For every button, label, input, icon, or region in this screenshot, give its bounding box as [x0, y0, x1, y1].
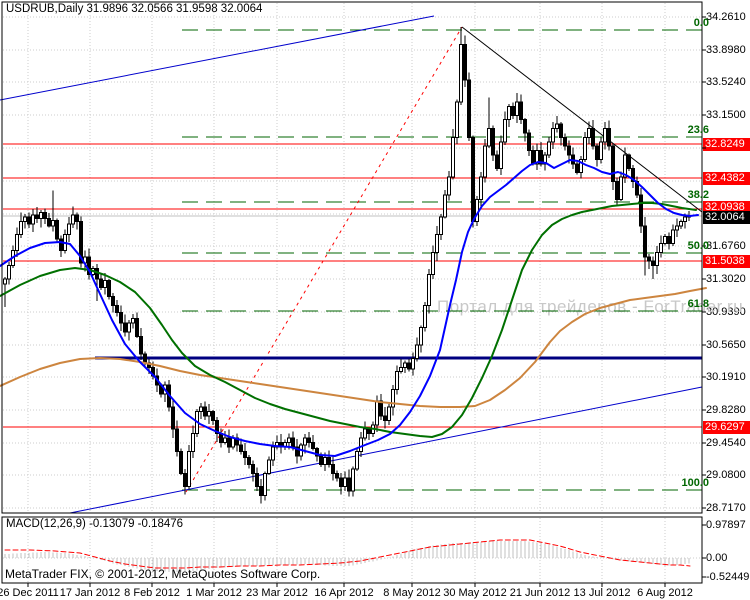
price-axis-label: 30.9390 — [706, 306, 746, 318]
date-axis-label: 1 Mar 2012 — [186, 587, 242, 599]
price-axis-label: 33.1500 — [706, 109, 746, 121]
moving-averages — [0, 159, 707, 457]
fib-level-label: 50.0 — [688, 240, 709, 252]
chart-title: USDRUB,Daily 31.9896 32.0566 31.9598 32.… — [6, 3, 263, 15]
gridlines — [3, 3, 701, 582]
fib-level-label: 38.2 — [688, 189, 709, 201]
fibonacci-labels: 0.0 23.6 38.2 50.0 61.8 100.0 — [681, 17, 709, 489]
macd-axis-label: -0.52449 — [706, 571, 750, 583]
fibonacci-retracement — [182, 26, 702, 493]
price-axis-label: 34.2610 — [706, 11, 746, 23]
macd-axis-label: 0.97897 — [706, 519, 746, 531]
price-level-badge: 32.0938 — [703, 200, 750, 214]
fib-level-label: 23.6 — [688, 124, 709, 136]
date-axis-label: 16 Apr 2012 — [314, 587, 374, 599]
date-axis-label: 13 Jul 2012 — [573, 587, 631, 599]
price-axis-label: 31.3020 — [706, 273, 746, 285]
price-axis-label: 28.7170 — [706, 502, 746, 514]
date-axis-label: 8 May 2012 — [383, 587, 441, 599]
price-level-badge: 29.6297 — [703, 420, 750, 434]
axis-ticks — [27, 16, 706, 587]
price-axis-label: 30.5650 — [706, 339, 746, 351]
macd-indicator-label: MACD(12,26,9) -0.13079 -0.18476 — [6, 518, 184, 530]
date-axis-label: 8 Feb 2012 — [124, 587, 180, 599]
trendlines — [0, 15, 703, 514]
macd-axis-label: 0.00 — [706, 552, 728, 564]
macd-indicator — [4, 539, 691, 572]
price-axis-label: 29.4540 — [706, 437, 746, 449]
date-axis-label: 21 Jun 2012 — [509, 587, 571, 599]
price-axis-label: 33.5240 — [706, 76, 746, 88]
date-axis-label: 26 Dec 2011 — [0, 587, 59, 599]
pane-borders — [1, 1, 703, 584]
current-price-badge: 32.0064 — [703, 210, 750, 224]
horizontal-levels — [3, 143, 702, 428]
price-level-badge: 31.5038 — [703, 254, 750, 268]
date-axis-label: 17 Jan 2012 — [59, 587, 121, 599]
price-level-badge: 32.4382 — [703, 171, 750, 185]
copyright-text: MetaTrader FIX, © 2001-2012, MetaQuotes … — [5, 567, 321, 581]
fib-level-label: 61.8 — [688, 298, 709, 310]
price-axis-label: 33.8980 — [706, 44, 746, 56]
price-axis-label: 29.8280 — [706, 404, 746, 416]
date-axis-label: 30 May 2012 — [443, 587, 507, 599]
price-axis-label: 31.6760 — [706, 240, 746, 252]
fib-level-label: 0.0 — [694, 17, 709, 29]
fib-level-label: 100.0 — [681, 477, 709, 489]
date-axis-label: 23 Mar 2012 — [246, 587, 308, 599]
date-axis-label: 6 Aug 2012 — [637, 587, 693, 599]
price-level-badge: 32.8249 — [703, 137, 750, 151]
price-axis-label: 29.0800 — [706, 469, 746, 481]
price-axis-label: 30.1910 — [706, 371, 746, 383]
